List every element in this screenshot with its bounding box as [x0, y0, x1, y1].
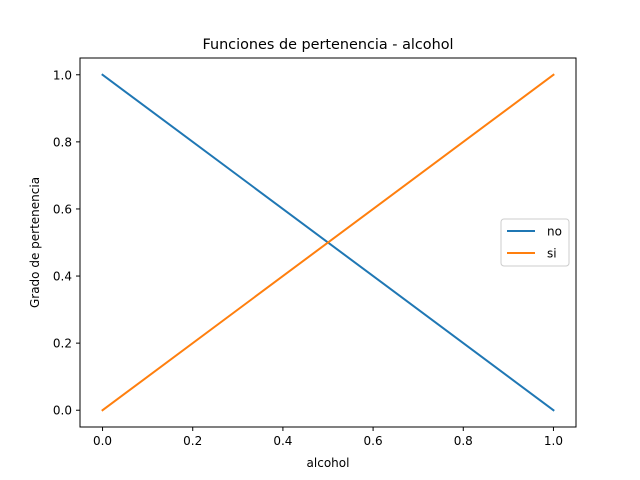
y-axis: 0.0 0.2 0.4 0.6 0.8 1.0 — [53, 68, 80, 418]
y-tick-label: 1.0 — [53, 68, 72, 82]
x-axis: 0.0 0.2 0.4 0.6 0.8 1.0 — [93, 427, 563, 448]
y-tick-label: 0.0 — [53, 404, 72, 418]
y-tick-label: 0.6 — [53, 202, 72, 216]
x-tick-label: 0.6 — [364, 434, 383, 448]
chart-title: Funciones de pertenencia - alcohol — [202, 37, 453, 53]
series-line-si — [101, 73, 555, 412]
x-tick-label: 1.0 — [544, 434, 563, 448]
legend-label-si: si — [547, 247, 557, 261]
y-tick-label: 0.2 — [53, 337, 72, 351]
plot-area — [101, 73, 555, 412]
x-axis-label: alcohol — [307, 456, 350, 470]
x-tick-label: 0.0 — [93, 434, 112, 448]
x-tick-label: 0.4 — [273, 434, 292, 448]
legend-label-no: no — [547, 225, 562, 239]
axes-frame — [79, 57, 577, 428]
x-tick-label: 0.8 — [454, 434, 473, 448]
y-axis-label: Grado de pertenencia — [28, 177, 42, 308]
y-tick-label: 0.8 — [53, 135, 72, 149]
x-tick-label: 0.2 — [183, 434, 202, 448]
legend: no si — [500, 218, 570, 267]
y-tick-label: 0.4 — [53, 270, 72, 284]
